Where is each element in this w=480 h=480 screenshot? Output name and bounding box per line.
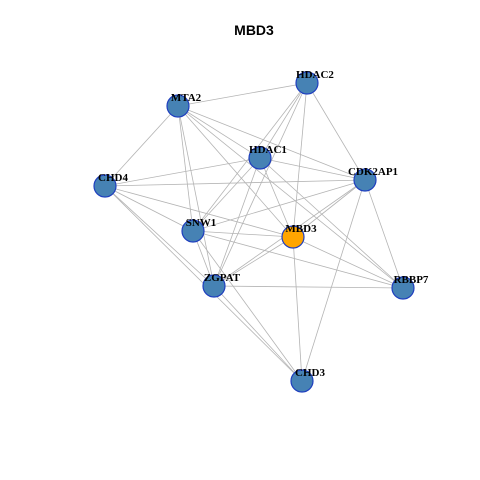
- node-circle-snw1[interactable]: [181, 219, 205, 243]
- edge-chd4-mbd3: [104, 185, 294, 238]
- edges-layer: [104, 82, 404, 382]
- edge-hdac1-rbbp7: [259, 157, 404, 289]
- node-circle-zgpat[interactable]: [202, 274, 226, 298]
- node-label-rbbp7: RBBP7: [394, 274, 429, 286]
- node-rbbp7[interactable]: RBBP7: [391, 274, 429, 300]
- edge-snw1-chd3: [192, 230, 303, 382]
- edge-mta2-hdac1: [177, 105, 261, 159]
- edge-zgpat-rbbp7: [213, 285, 404, 289]
- edge-cdk2ap1-rbbp7: [364, 179, 404, 289]
- node-label-snw1: SNW1: [186, 217, 217, 229]
- edge-snw1-rbbp7: [192, 230, 404, 289]
- edge-mta2-mbd3: [177, 105, 294, 238]
- node-hdac2[interactable]: HDAC2: [295, 69, 334, 95]
- node-label-chd3: CHD3: [295, 367, 325, 379]
- node-cdk2ap1[interactable]: CDK2AP1: [348, 166, 398, 192]
- edge-cdk2ap1-snw1: [192, 179, 366, 232]
- node-circle-cdk2ap1[interactable]: [353, 168, 377, 192]
- node-label-mta2: MTA2: [171, 92, 202, 104]
- node-hdac1[interactable]: HDAC1: [248, 144, 287, 170]
- node-label-hdac2: HDAC2: [296, 69, 334, 81]
- edge-hdac1-snw1: [192, 157, 261, 232]
- edge-zgpat-chd3: [213, 285, 303, 382]
- node-mta2[interactable]: MTA2: [166, 92, 202, 118]
- node-label-hdac1: HDAC1: [249, 144, 287, 156]
- node-circle-chd4[interactable]: [93, 174, 117, 198]
- edge-hdac2-mbd3: [292, 82, 308, 238]
- edge-mta2-zgpat: [177, 105, 215, 287]
- edge-mta2-cdk2ap1: [177, 105, 366, 181]
- edge-chd4-cdk2ap1: [104, 179, 366, 187]
- edge-mta2-snw1: [177, 105, 194, 232]
- node-label-zgpat: ZGPAT: [204, 272, 241, 284]
- edge-mbd3-chd3: [292, 236, 303, 382]
- node-label-chd4: CHD4: [98, 172, 128, 184]
- edge-hdac1-chd4: [104, 157, 261, 187]
- node-zgpat[interactable]: ZGPAT: [202, 272, 241, 298]
- edge-hdac1-cdk2ap1: [259, 157, 366, 181]
- node-label-mbd3: MBD3: [285, 223, 317, 235]
- edge-cdk2ap1-chd3: [301, 179, 366, 382]
- node-mbd3[interactable]: MBD3: [281, 223, 317, 249]
- nodes-layer: HDAC2 MTA2 HDAC1 CDK2AP1 CHD4 SNW1 MBD3 ZGPAT RB…: [93, 69, 429, 393]
- node-circle-hdac1[interactable]: [248, 146, 272, 170]
- node-chd4[interactable]: CHD4: [93, 172, 128, 198]
- edge-chd4-snw1: [104, 185, 194, 232]
- edge-hdac1-mbd3: [259, 157, 294, 238]
- edge-mbd3-zgpat: [213, 236, 294, 287]
- edge-mta2-hdac2: [177, 82, 308, 107]
- node-circle-rbbp7[interactable]: [391, 276, 415, 300]
- node-circle-mta2[interactable]: [166, 94, 190, 118]
- edge-snw1-mbd3: [192, 230, 294, 238]
- node-circle-mbd3[interactable]: [281, 225, 305, 249]
- node-label-cdk2ap1: CDK2AP1: [348, 166, 398, 178]
- edge-cdk2ap1-mbd3: [292, 179, 366, 238]
- edge-mta2-chd4: [104, 105, 179, 187]
- node-chd3[interactable]: CHD3: [290, 367, 325, 393]
- edge-hdac2-zgpat: [213, 82, 308, 287]
- edge-chd4-zgpat: [104, 185, 215, 287]
- graph-title: MBD3: [234, 22, 274, 38]
- node-circle-chd3[interactable]: [290, 369, 314, 393]
- edge-hdac2-hdac1: [259, 82, 308, 159]
- node-snw1[interactable]: SNW1: [181, 217, 217, 243]
- edge-mta2-rbbp7: [177, 105, 404, 289]
- node-circle-hdac2[interactable]: [295, 71, 319, 95]
- edge-mbd3-rbbp7: [292, 236, 404, 289]
- edge-hdac2-cdk2ap1: [306, 82, 366, 181]
